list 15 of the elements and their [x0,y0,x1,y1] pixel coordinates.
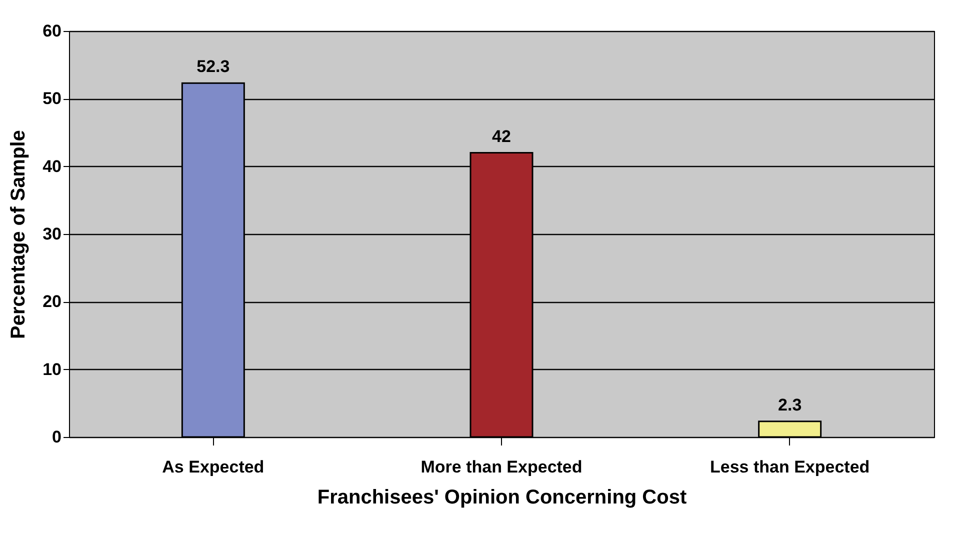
y-tick-label: 40 [42,156,62,176]
x-tick-label: More than Expected [420,458,582,476]
y-tick-label: 50 [42,89,62,108]
y-tick-label: 30 [42,224,62,244]
data-label: 42 [492,126,511,146]
x-tick-label: Less than Expected [710,458,870,476]
data-label: 2.3 [778,395,802,414]
y-tick-label: 10 [42,360,62,379]
x-axis-title: Franchisees' Opinion Concerning Cost [317,486,687,508]
y-tick-label: 0 [52,428,62,446]
y-axis-title: Percentage of Sample [8,130,30,339]
y-tick-label: 60 [42,22,62,40]
x-tick-label: As Expected [162,458,264,476]
data-label: 52.3 [196,57,230,76]
y-tick-label: 20 [42,292,62,312]
